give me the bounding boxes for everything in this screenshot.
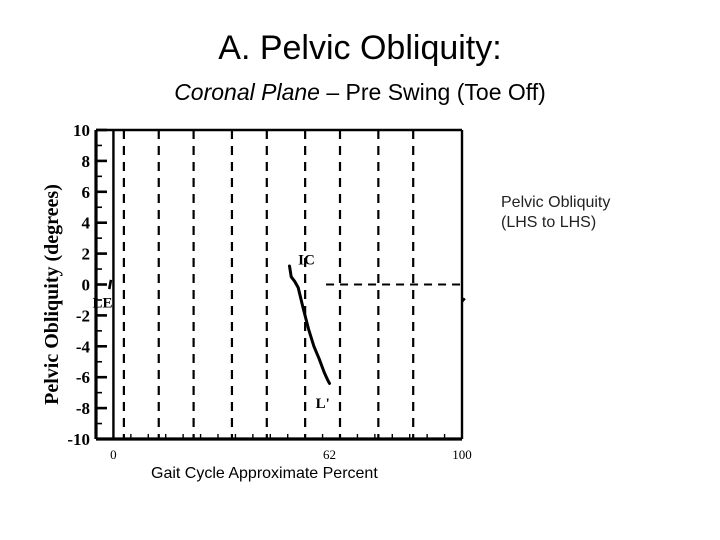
curve-stub-left <box>107 279 113 290</box>
y-tick-label-3: 4 <box>82 214 91 233</box>
pelvic-obliquity-chart: 10 8 6 4 2 0 -2 -4 -6 -8 -10 0 62 100 Pelvic Obliquit… <box>38 118 478 490</box>
annotation-0: LE <box>93 296 113 312</box>
subtitle-phase: – Pre Swing (Toe Off) <box>319 79 546 105</box>
side-note-line2: (LHS to LHS) <box>501 214 597 231</box>
x-tick-label-1: 62 <box>323 447 336 462</box>
y-tick-label-6: -2 <box>76 306 90 325</box>
annotation-2: L' <box>316 396 330 412</box>
y-tick-label-2: 6 <box>82 183 91 202</box>
y-tick-label-8: -6 <box>76 368 90 387</box>
y-tick-label-1: 8 <box>82 152 91 171</box>
annotation-1: IC <box>298 252 315 268</box>
slide-title: A. Pelvic Obliquity: <box>218 29 502 67</box>
y-tick-label-10: -10 <box>67 430 90 449</box>
y-axis-title: Pelvic Obliquity (degrees) <box>41 184 63 405</box>
curve-stub-right <box>461 297 466 303</box>
side-note: Pelvic Obliquity (LHS to LHS) <box>501 193 610 233</box>
y-tick-label-7: -4 <box>76 337 91 356</box>
y-tick-label-9: -8 <box>76 399 90 418</box>
x-axis-caption: Gait Cycle Approximate Percent <box>151 465 378 482</box>
y-tick-label-5: 0 <box>82 276 91 295</box>
y-tick-label-4: 2 <box>82 245 91 264</box>
chart-canvas: 10 8 6 4 2 0 -2 -4 -6 -8 -10 0 62 100 Pelvic Obliquit… <box>41 121 472 462</box>
slide-subtitle: Coronal Plane – Pre Swing (Toe Off) <box>0 78 720 106</box>
subtitle-plane: Coronal Plane <box>174 79 320 105</box>
y-tick-label-0: 10 <box>73 121 90 140</box>
x-tick-label-0: 0 <box>110 447 117 462</box>
side-note-line1: Pelvic Obliquity <box>501 194 611 211</box>
series-line-0 <box>288 264 331 385</box>
x-tick-label-2: 100 <box>452 447 472 462</box>
